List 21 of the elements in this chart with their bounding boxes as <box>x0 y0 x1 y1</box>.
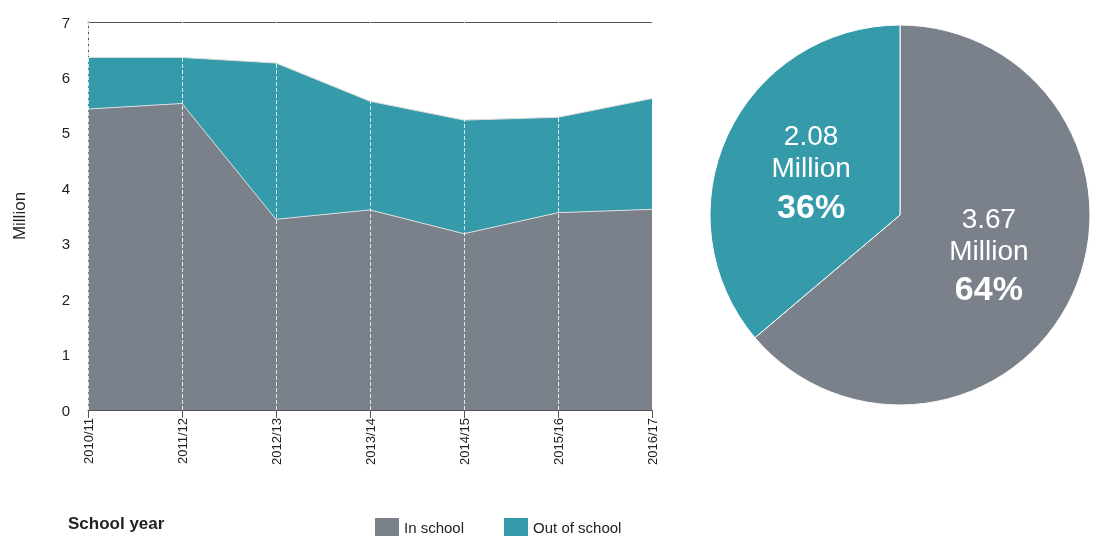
y-axis-title: Million <box>10 191 29 241</box>
legend-label: Out of school <box>533 518 622 536</box>
y-tick-label: 0 <box>61 401 70 419</box>
y-tick-label: 6 <box>61 68 70 86</box>
y-tick-label: 2 <box>61 290 70 308</box>
y-tick-label: 1 <box>61 346 70 364</box>
y-tick-label: 7 <box>61 13 70 31</box>
x-tick-label: 2016/17 <box>644 418 660 465</box>
y-tick-label: 4 <box>61 179 70 197</box>
x-tick-label: 2010/11 <box>80 418 96 465</box>
x-tick-label: 2013/14 <box>362 418 378 465</box>
y-tick-label: 3 <box>61 235 70 253</box>
x-tick-label: 2012/13 <box>268 418 284 465</box>
y-tick-label: 5 <box>61 124 70 142</box>
legend-label: In school <box>404 518 465 536</box>
x-tick-label: 2011/12 <box>174 418 190 465</box>
data-label: 2.08 Million 36% <box>771 120 851 225</box>
data-label: 3.67 Million 64% <box>949 202 1029 308</box>
x-axis-title: School year <box>68 514 165 533</box>
x-tick-label: 2014/15 <box>456 418 472 465</box>
x-tick-label: 2015/16 <box>550 418 566 465</box>
